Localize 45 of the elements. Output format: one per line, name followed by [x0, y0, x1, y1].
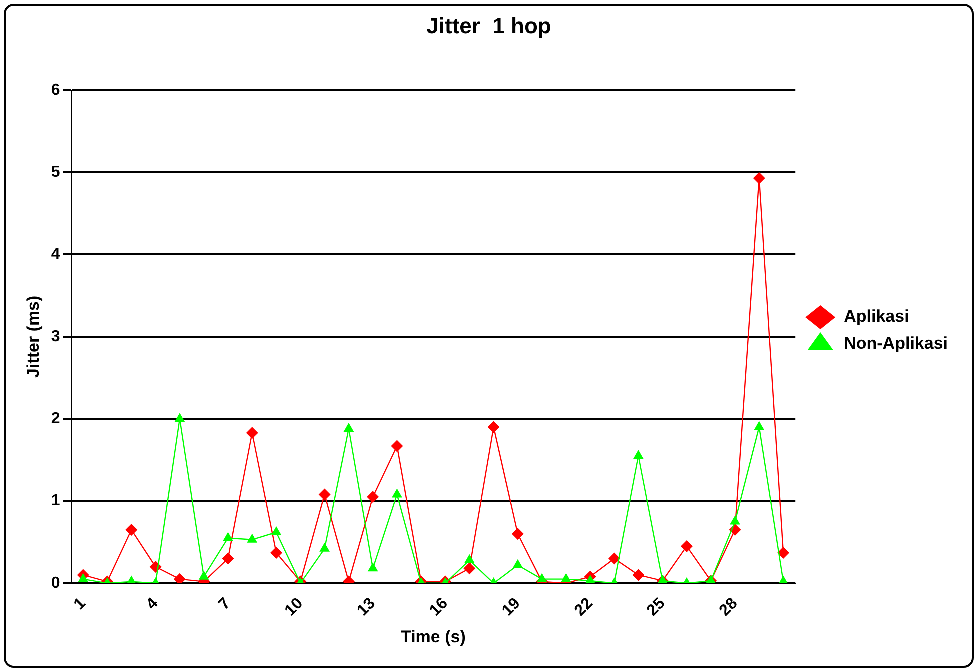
point	[198, 570, 210, 580]
x-tick-label: 1	[70, 595, 90, 614]
x-tick-label: 22	[572, 595, 596, 620]
point	[320, 542, 330, 552]
legend-label: Non-Aplikasi	[844, 334, 948, 354]
point	[344, 422, 354, 432]
x-axis-title: Time (s)	[401, 627, 466, 646]
chart-title: Jitter 1 hop	[426, 13, 552, 38]
x-tick-label: 28	[716, 595, 742, 620]
y-tick-label: 2	[51, 410, 60, 428]
point	[174, 573, 186, 584]
y-tick-label: 5	[51, 164, 60, 181]
point	[368, 562, 378, 572]
point	[78, 573, 89, 582]
x-tick-label: 25	[644, 595, 669, 620]
y-tick-label: 6	[51, 82, 60, 99]
x-tick-label: 10	[282, 595, 307, 620]
point	[246, 427, 258, 440]
point	[247, 534, 258, 543]
point	[585, 574, 596, 584]
y-tick-label: 0	[51, 574, 60, 592]
y-tick-label: 1	[51, 492, 60, 510]
y-axis-title: Jitter (ms)	[24, 296, 43, 378]
legend-label: Aplikasi	[844, 307, 910, 326]
point	[753, 172, 766, 184]
x-tick-label: 7	[216, 595, 234, 614]
y-tick-label: 4	[51, 246, 60, 264]
point	[391, 440, 404, 452]
point	[633, 450, 644, 460]
y-tick-label: 3	[51, 328, 60, 346]
point	[392, 488, 402, 498]
x-tick-label: 13	[354, 595, 380, 620]
point	[561, 573, 572, 582]
point	[730, 516, 740, 525]
point	[512, 559, 524, 568]
point	[536, 573, 548, 582]
point	[271, 526, 282, 536]
x-tick-label: 4	[143, 595, 162, 614]
point	[754, 421, 765, 430]
point	[488, 421, 500, 434]
x-tick-label: 19	[499, 595, 524, 620]
point	[223, 532, 234, 542]
point	[174, 413, 186, 422]
point	[464, 554, 475, 564]
x-tick-label: 16	[426, 595, 452, 620]
